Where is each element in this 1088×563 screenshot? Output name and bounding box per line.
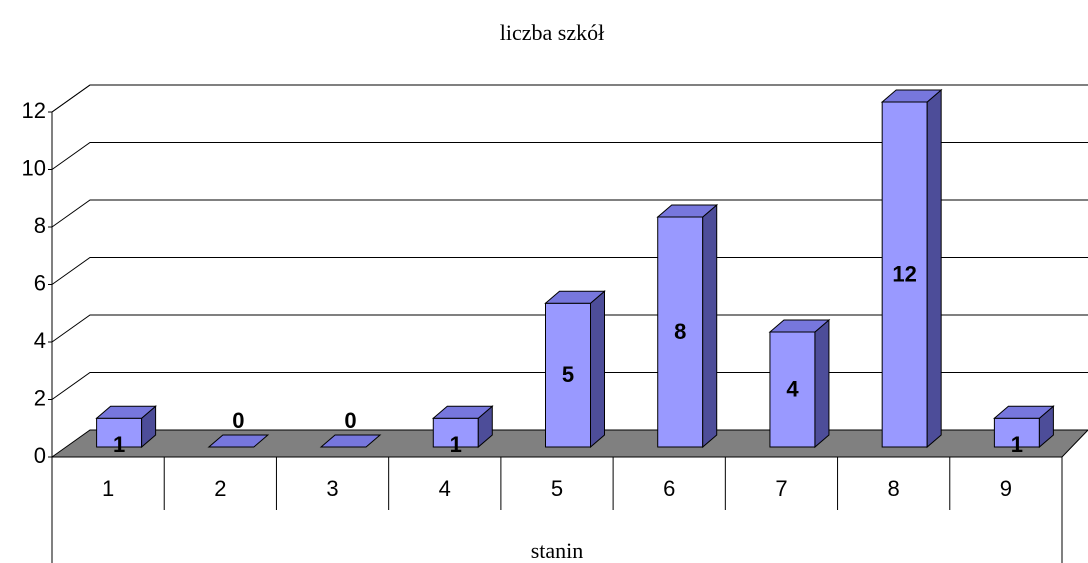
x-tick-label: 2 — [214, 476, 226, 501]
x-tick-label: 8 — [888, 476, 900, 501]
x-tick-label: 9 — [1000, 476, 1012, 501]
x-tick-label: 3 — [326, 476, 338, 501]
data-label: 1 — [450, 432, 462, 457]
y-tick-label: 2 — [34, 385, 46, 410]
data-label: 0 — [344, 408, 356, 433]
bar-top — [993, 405, 1055, 419]
bar-top — [880, 89, 943, 103]
data-label: 1 — [1011, 432, 1023, 457]
data-label: 4 — [786, 376, 799, 401]
y-tick-label: 6 — [34, 270, 46, 295]
bar-front — [657, 216, 704, 448]
grid-line — [51, 257, 1088, 285]
bar-top — [95, 405, 157, 419]
data-label: 0 — [232, 408, 244, 433]
y-axis-back — [51, 84, 91, 113]
x-tick-label: 5 — [551, 476, 563, 501]
x-tick-label: 1 — [102, 476, 114, 501]
data-label: 1 — [113, 432, 125, 457]
bar-front — [545, 302, 591, 448]
x-tick-label: 7 — [775, 476, 787, 501]
y-tick-label: 4 — [34, 328, 46, 353]
grid-line — [51, 142, 1088, 170]
grid-line — [51, 372, 1088, 400]
data-label: 8 — [674, 319, 686, 344]
bar-front — [96, 417, 143, 448]
x-axis-title: stanin — [531, 538, 584, 563]
bar-side — [926, 88, 942, 449]
x-tick-label: 4 — [439, 476, 451, 501]
grid-line — [51, 314, 1088, 343]
bar-front — [769, 331, 816, 448]
y-tick-label: 8 — [34, 213, 46, 238]
bar-flat — [207, 434, 270, 448]
bar-side — [814, 318, 830, 449]
bar-top — [431, 405, 494, 419]
chart-title: liczba szkół — [500, 20, 604, 45]
data-label: 12 — [892, 261, 916, 286]
bar-flat — [319, 434, 382, 448]
bar-side — [702, 203, 718, 449]
x-tick-label: 6 — [663, 476, 675, 501]
bar-top — [656, 204, 719, 218]
data-label: 5 — [562, 362, 574, 387]
bar-side — [590, 290, 605, 449]
y-tick-label: 12 — [22, 98, 46, 123]
bar-top — [768, 319, 831, 333]
bar-top — [544, 290, 606, 304]
y-tick-label: 0 — [34, 443, 46, 468]
y-tick-label: 10 — [22, 155, 46, 180]
grid-line — [51, 199, 1088, 228]
